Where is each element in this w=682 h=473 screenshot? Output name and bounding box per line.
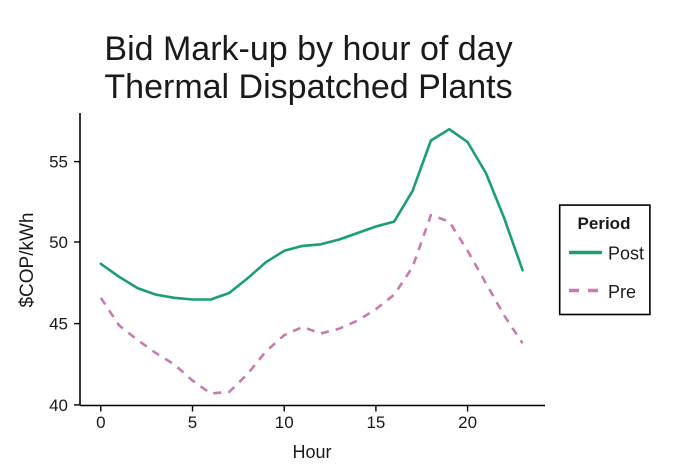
svg-text:Period: Period [578,214,631,233]
svg-text:45: 45 [49,315,68,334]
svg-text:50: 50 [49,233,68,252]
svg-text:15: 15 [366,413,385,432]
svg-text:10: 10 [275,413,294,432]
svg-text:5: 5 [188,413,197,432]
svg-text:55: 55 [49,153,68,172]
svg-text:$COP/kWh: $COP/kWh [17,212,38,307]
svg-text:0: 0 [96,413,105,432]
svg-text:Pre: Pre [608,282,636,302]
svg-text:40: 40 [49,396,68,415]
svg-text:Hour: Hour [292,442,331,462]
svg-text:Post: Post [608,244,644,264]
svg-text:20: 20 [458,413,477,432]
